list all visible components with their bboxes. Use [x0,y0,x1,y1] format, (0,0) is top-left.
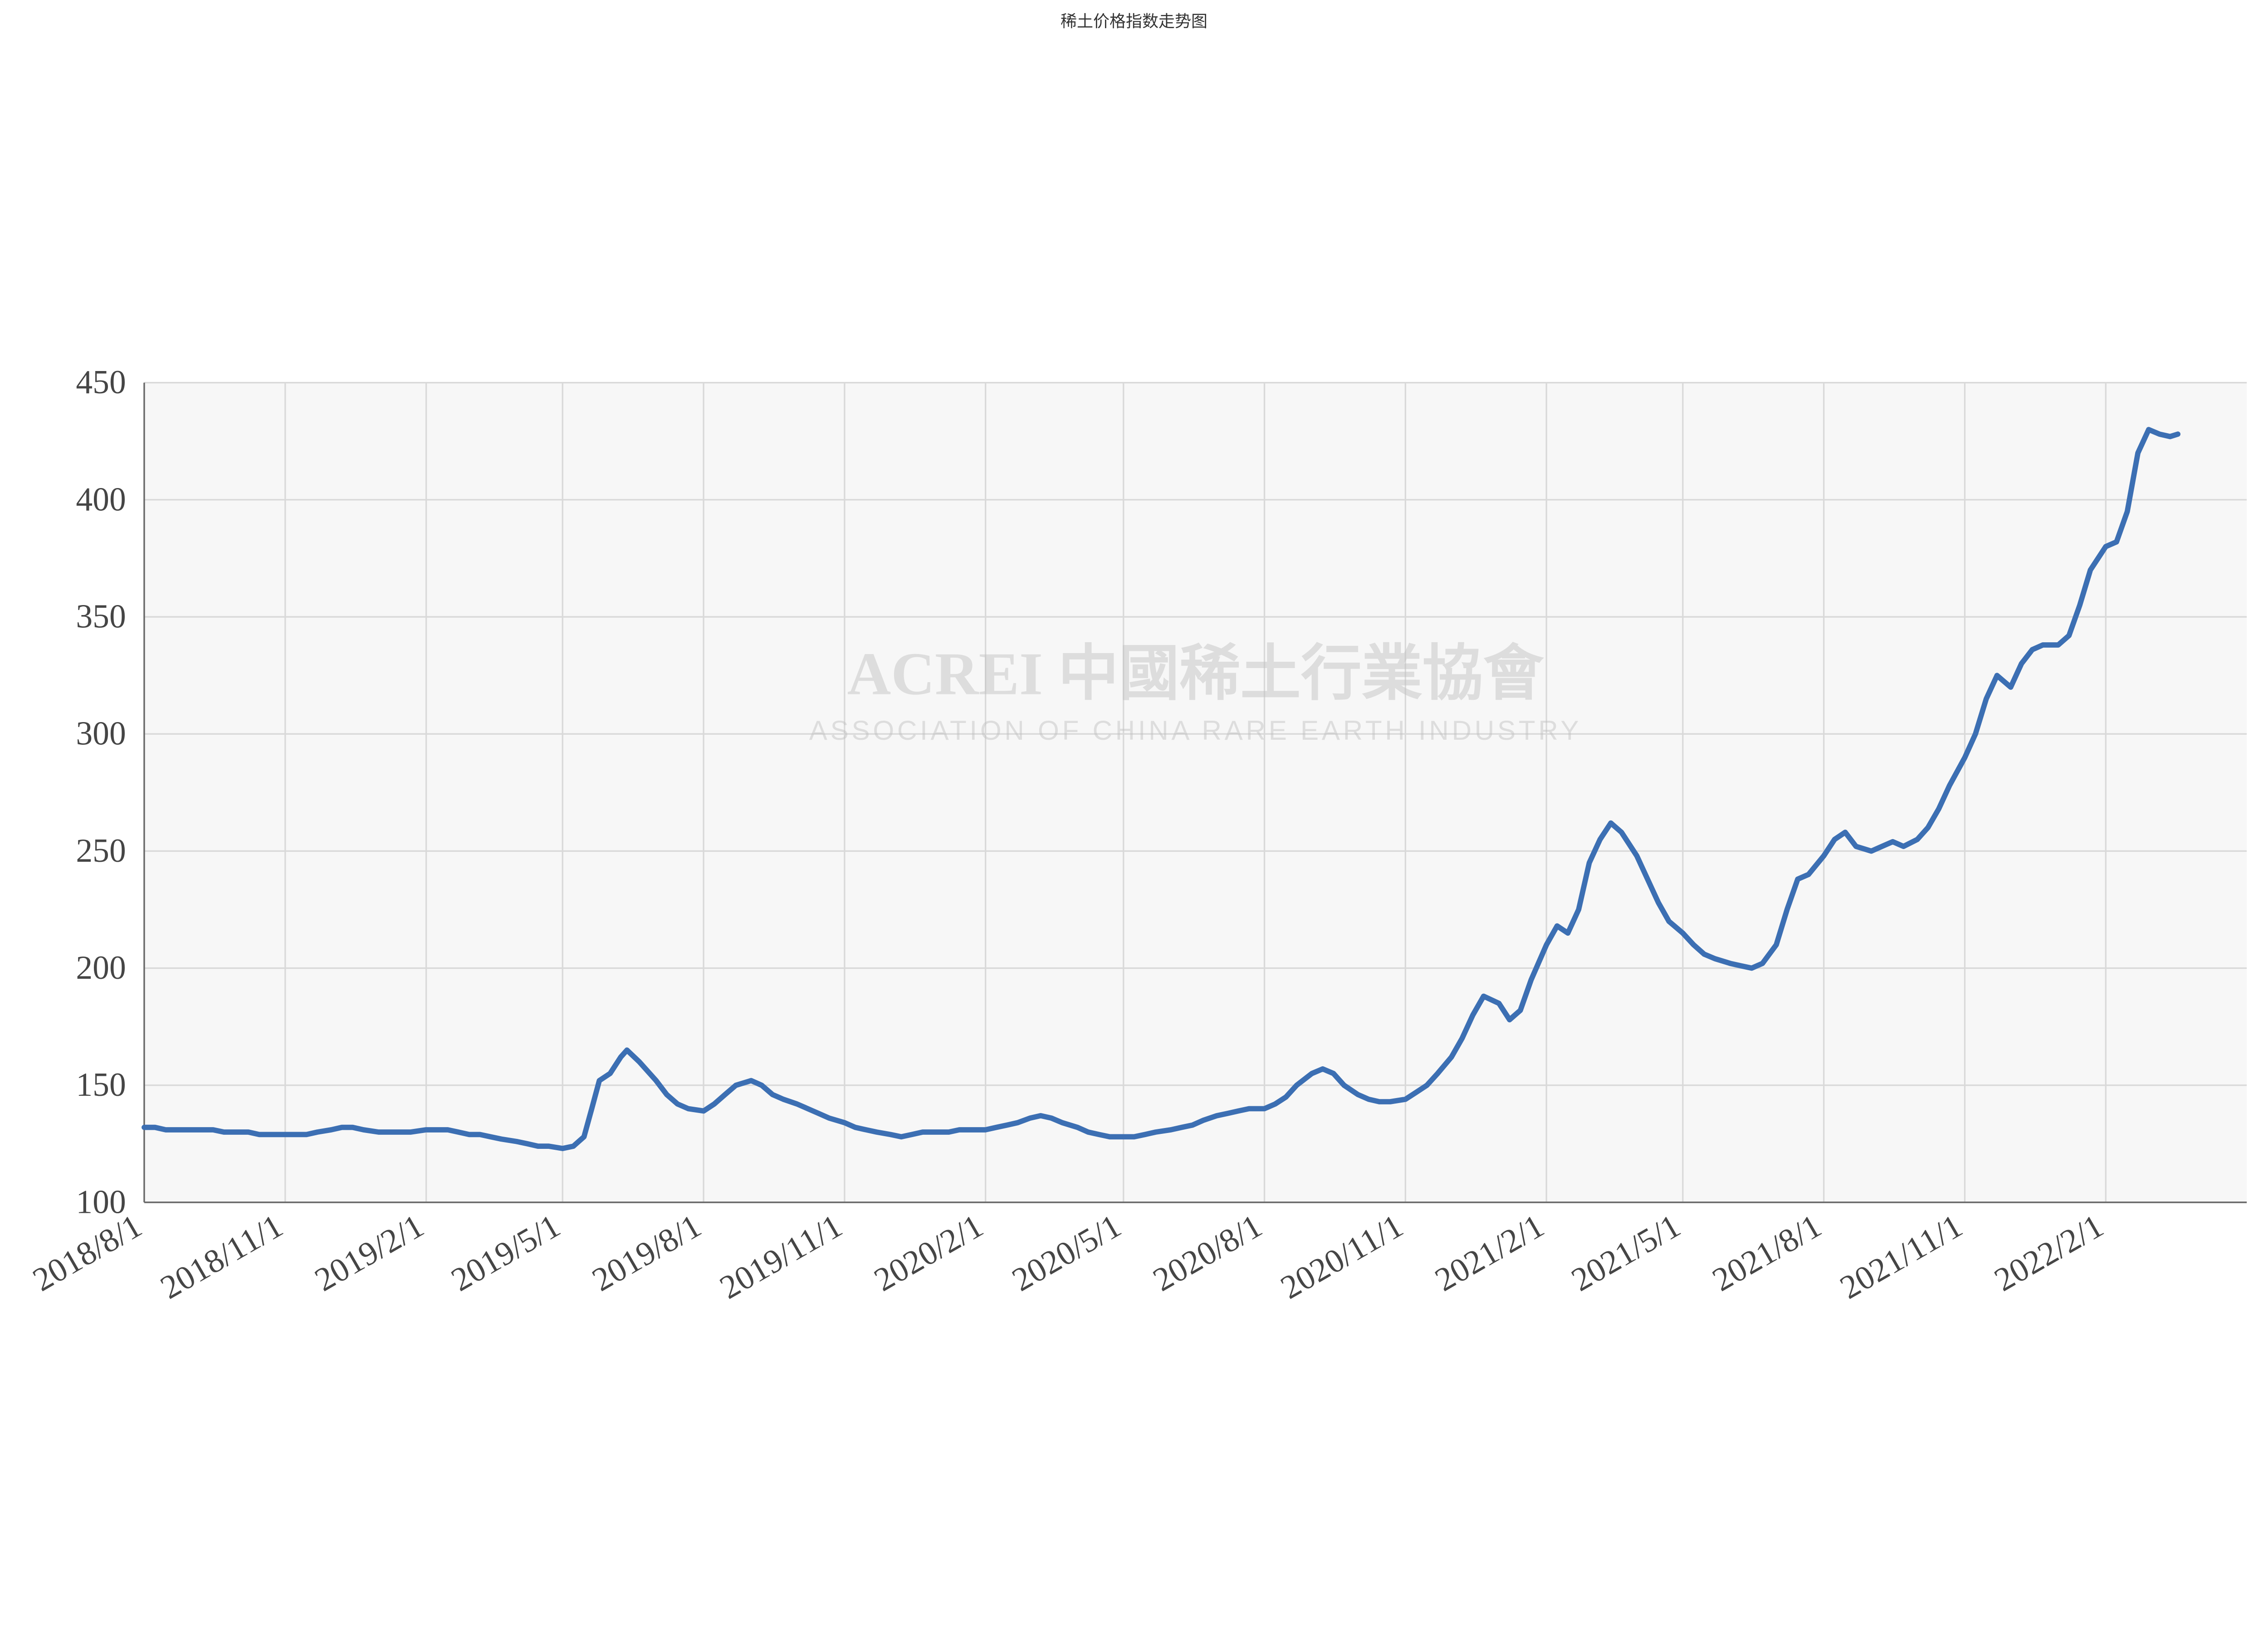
ytick-label: 450 [76,363,126,400]
chart-svg: 1001502002503003504004502018/8/12018/11/… [0,0,2268,1626]
xtick-label: 2018/11/1 [154,1207,289,1306]
xtick-label: 2021/8/1 [1706,1207,1828,1299]
watermark-line1: ACREI 中國稀土行業協會 [847,640,1545,707]
watermark-line2: ASSOCIATION OF CHINA RARE EARTH INDUSTRY [809,715,1582,746]
xtick-label: 2022/2/1 [1988,1207,2110,1299]
xtick-label: 2019/5/1 [445,1207,567,1299]
xtick-label: 2020/2/1 [868,1207,989,1299]
xtick-label: 2020/8/1 [1147,1207,1268,1299]
xtick-label: 2020/11/1 [1274,1207,1409,1306]
ytick-label: 400 [76,480,126,518]
ytick-label: 200 [76,949,126,986]
xtick-label: 2020/5/1 [1006,1207,1127,1299]
xtick-label: 2019/2/1 [308,1207,430,1299]
ytick-label: 350 [76,597,126,635]
xtick-label: 2019/8/1 [586,1207,707,1299]
xtick-label: 2019/11/1 [714,1207,848,1306]
ytick-label: 150 [76,1066,126,1103]
ytick-label: 300 [76,715,126,752]
ytick-label: 250 [76,832,126,869]
xtick-label: 2018/8/1 [26,1207,148,1299]
xtick-label: 2021/2/1 [1429,1207,1550,1299]
xtick-label: 2021/11/1 [1833,1207,1968,1306]
xtick-label: 2021/5/1 [1565,1207,1686,1299]
chart-title: 稀土价格指数走势图 [0,8,2268,32]
plot-area [144,383,2247,1202]
price-index-chart: 稀土价格指数走势图 1001502002503003504004502018/8… [0,0,2268,1626]
